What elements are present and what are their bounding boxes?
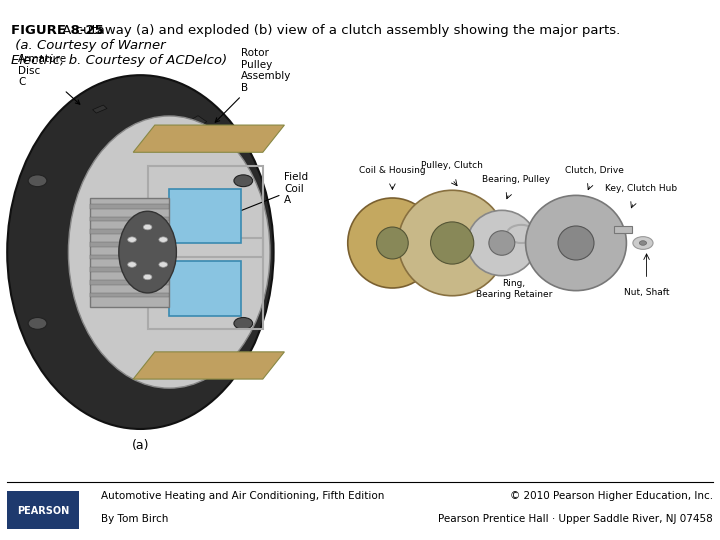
Circle shape bbox=[159, 262, 168, 267]
Bar bbox=[169, 188, 241, 243]
Bar bbox=[90, 242, 169, 247]
Ellipse shape bbox=[398, 190, 506, 296]
Bar bbox=[614, 226, 632, 233]
Circle shape bbox=[159, 237, 168, 242]
Bar bbox=[90, 267, 169, 272]
Text: Automotive Heating and Air Conditioning, Fifth Edition: Automotive Heating and Air Conditioning,… bbox=[101, 491, 384, 502]
Polygon shape bbox=[133, 125, 284, 152]
Ellipse shape bbox=[526, 195, 626, 291]
Text: Pulley, Clutch: Pulley, Clutch bbox=[421, 161, 483, 171]
Bar bbox=[90, 204, 169, 208]
Circle shape bbox=[234, 318, 253, 329]
Bar bbox=[90, 230, 169, 234]
Text: Rotor
Pulley
Assembly
B: Rotor Pulley Assembly B bbox=[215, 48, 292, 122]
Text: Clutch, Drive: Clutch, Drive bbox=[564, 166, 624, 175]
Text: PEARSON: PEARSON bbox=[17, 505, 69, 516]
Text: Armature
Disc
C: Armature Disc C bbox=[18, 54, 80, 104]
Circle shape bbox=[143, 274, 152, 280]
Bar bbox=[7, 491, 79, 529]
Text: Coil & Housing: Coil & Housing bbox=[359, 166, 426, 175]
Text: Bearing, Pulley: Bearing, Pulley bbox=[482, 175, 550, 184]
Text: (a. Courtesy of Warner
Electric; b. Courtesy of ACDelco): (a. Courtesy of Warner Electric; b. Cour… bbox=[11, 39, 227, 67]
Circle shape bbox=[234, 175, 253, 187]
Polygon shape bbox=[133, 352, 284, 379]
Ellipse shape bbox=[467, 211, 536, 275]
Circle shape bbox=[28, 318, 47, 329]
FancyArrow shape bbox=[193, 116, 207, 125]
Bar bbox=[148, 239, 263, 329]
Bar bbox=[148, 166, 263, 256]
Ellipse shape bbox=[68, 116, 270, 388]
Circle shape bbox=[143, 225, 152, 230]
Ellipse shape bbox=[558, 226, 594, 260]
Circle shape bbox=[639, 241, 647, 245]
FancyArrow shape bbox=[93, 105, 107, 113]
Text: (a): (a) bbox=[132, 438, 149, 451]
Ellipse shape bbox=[377, 227, 408, 259]
Ellipse shape bbox=[348, 198, 437, 288]
Ellipse shape bbox=[431, 222, 474, 264]
Bar bbox=[90, 293, 169, 298]
Bar bbox=[90, 217, 169, 221]
Text: FIGURE 8-25: FIGURE 8-25 bbox=[11, 24, 104, 37]
Text: Pearson Prentice Hall · Upper Saddle River, NJ 07458: Pearson Prentice Hall · Upper Saddle Riv… bbox=[438, 514, 713, 524]
Text: By Tom Birch: By Tom Birch bbox=[101, 514, 168, 524]
Ellipse shape bbox=[489, 231, 515, 255]
Bar bbox=[90, 198, 169, 307]
Circle shape bbox=[633, 237, 653, 249]
Circle shape bbox=[127, 262, 136, 267]
Bar bbox=[169, 261, 241, 315]
Text: Nut, Shaft: Nut, Shaft bbox=[624, 288, 670, 298]
Ellipse shape bbox=[119, 211, 176, 293]
Text: Ring,
Bearing Retainer: Ring, Bearing Retainer bbox=[476, 279, 552, 299]
Circle shape bbox=[28, 175, 47, 187]
Text: © 2010 Pearson Higher Education, Inc.: © 2010 Pearson Higher Education, Inc. bbox=[510, 491, 713, 502]
Text: Key, Clutch Hub: Key, Clutch Hub bbox=[605, 184, 677, 193]
Bar bbox=[90, 280, 169, 285]
Text: Field
Coil
A: Field Coil A bbox=[209, 172, 309, 224]
Ellipse shape bbox=[7, 75, 274, 429]
Bar bbox=[90, 255, 169, 259]
Circle shape bbox=[127, 237, 136, 242]
Text: A cutaway (a) and exploded (b) view of a clutch assembly showing the major parts: A cutaway (a) and exploded (b) view of a… bbox=[58, 24, 621, 37]
